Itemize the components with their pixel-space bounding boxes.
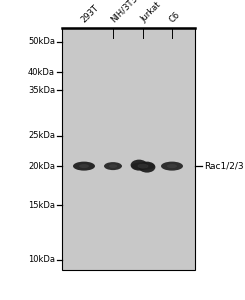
Ellipse shape (73, 162, 95, 171)
Ellipse shape (131, 160, 147, 171)
Bar (62, 28, 195, 270)
Text: 10kDa: 10kDa (28, 256, 55, 265)
Text: Jurkat: Jurkat (139, 0, 162, 24)
Ellipse shape (161, 162, 183, 171)
Ellipse shape (167, 164, 177, 168)
Ellipse shape (131, 162, 155, 170)
Bar (62, 28, 195, 270)
Text: 25kDa: 25kDa (28, 131, 55, 140)
Ellipse shape (139, 162, 155, 172)
Ellipse shape (104, 162, 122, 170)
Ellipse shape (79, 164, 89, 168)
Text: NIH/3T3: NIH/3T3 (109, 0, 139, 24)
Text: 20kDa: 20kDa (28, 162, 55, 171)
Text: 50kDa: 50kDa (28, 38, 55, 46)
Text: 15kDa: 15kDa (28, 201, 55, 210)
Text: 40kDa: 40kDa (28, 68, 55, 77)
Ellipse shape (109, 164, 117, 168)
Text: C6: C6 (168, 10, 182, 24)
Ellipse shape (138, 164, 148, 169)
Text: Rac1/2/3: Rac1/2/3 (204, 162, 244, 171)
Text: 293T: 293T (80, 3, 101, 24)
Text: 35kDa: 35kDa (28, 86, 55, 95)
